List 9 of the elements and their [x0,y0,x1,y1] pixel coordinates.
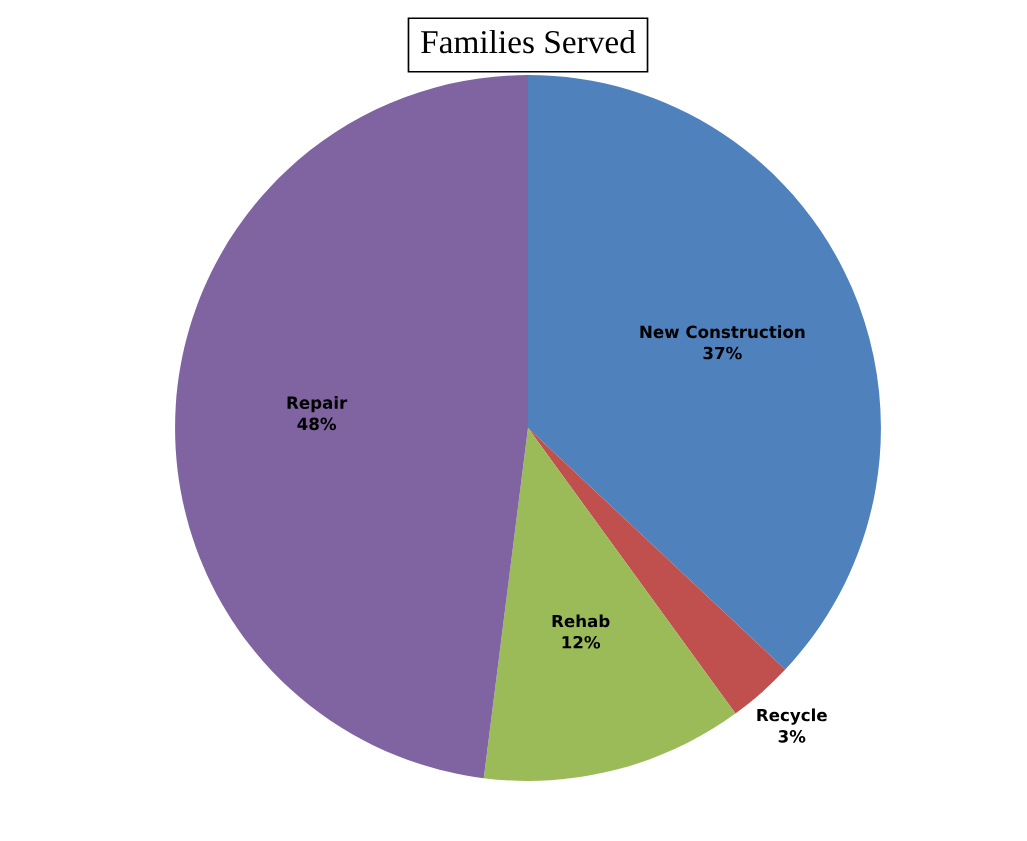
data-label: 3% [778,730,806,743]
slice-label: Repair [287,396,348,413]
data-label: 48% [297,417,337,431]
slice-label: Rehab [552,614,610,628]
slice-label: Recycle [757,708,827,725]
chart-title: Families Served [421,29,636,54]
data-label: 12% [562,635,601,649]
slice-label: New Construction [640,325,805,339]
data-label: 37% [703,346,742,360]
